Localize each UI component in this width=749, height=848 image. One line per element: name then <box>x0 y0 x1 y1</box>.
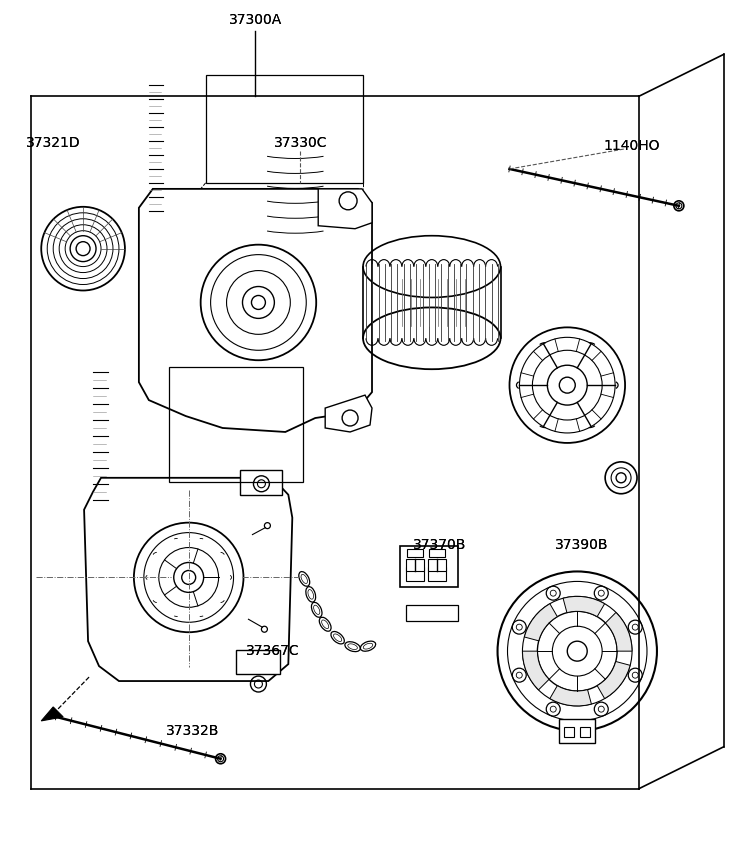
Text: 37330C: 37330C <box>273 136 327 150</box>
Text: 37367C: 37367C <box>246 644 299 658</box>
Text: 37300A: 37300A <box>228 13 282 26</box>
Text: 37390B: 37390B <box>554 538 608 551</box>
Polygon shape <box>318 189 372 229</box>
Bar <box>400 545 458 588</box>
Bar <box>235 650 280 674</box>
Text: 1140HO: 1140HO <box>604 139 661 153</box>
Text: 37321D: 37321D <box>26 136 80 150</box>
Circle shape <box>674 201 684 211</box>
Polygon shape <box>325 395 372 432</box>
Bar <box>206 75 363 183</box>
Bar <box>428 560 446 572</box>
Circle shape <box>76 242 90 255</box>
Bar <box>406 567 424 582</box>
Polygon shape <box>523 651 549 690</box>
Polygon shape <box>605 612 632 651</box>
Text: 37321D: 37321D <box>26 136 80 150</box>
Polygon shape <box>563 596 604 616</box>
Polygon shape <box>550 686 592 706</box>
Bar <box>406 560 424 572</box>
Text: 37370B: 37370B <box>413 538 467 551</box>
Polygon shape <box>41 707 63 721</box>
Circle shape <box>216 754 225 764</box>
Text: 37370B: 37370B <box>413 538 467 551</box>
Text: 37390B: 37390B <box>554 538 608 551</box>
Polygon shape <box>597 661 630 699</box>
Bar <box>428 549 445 556</box>
Text: 37332B: 37332B <box>166 724 219 738</box>
Text: 37330C: 37330C <box>273 136 327 150</box>
Bar <box>407 549 423 556</box>
Polygon shape <box>84 477 292 681</box>
Bar <box>560 719 595 743</box>
Bar <box>428 567 446 582</box>
Polygon shape <box>524 604 557 641</box>
Bar <box>406 605 458 622</box>
Text: 37367C: 37367C <box>246 644 299 658</box>
Bar <box>580 727 590 737</box>
Text: 1140HO: 1140HO <box>604 139 661 153</box>
Bar <box>169 367 303 482</box>
Text: 37332B: 37332B <box>166 724 219 738</box>
Polygon shape <box>139 189 372 432</box>
Bar <box>564 727 574 737</box>
Text: 37300A: 37300A <box>228 13 282 26</box>
Bar <box>240 470 282 494</box>
